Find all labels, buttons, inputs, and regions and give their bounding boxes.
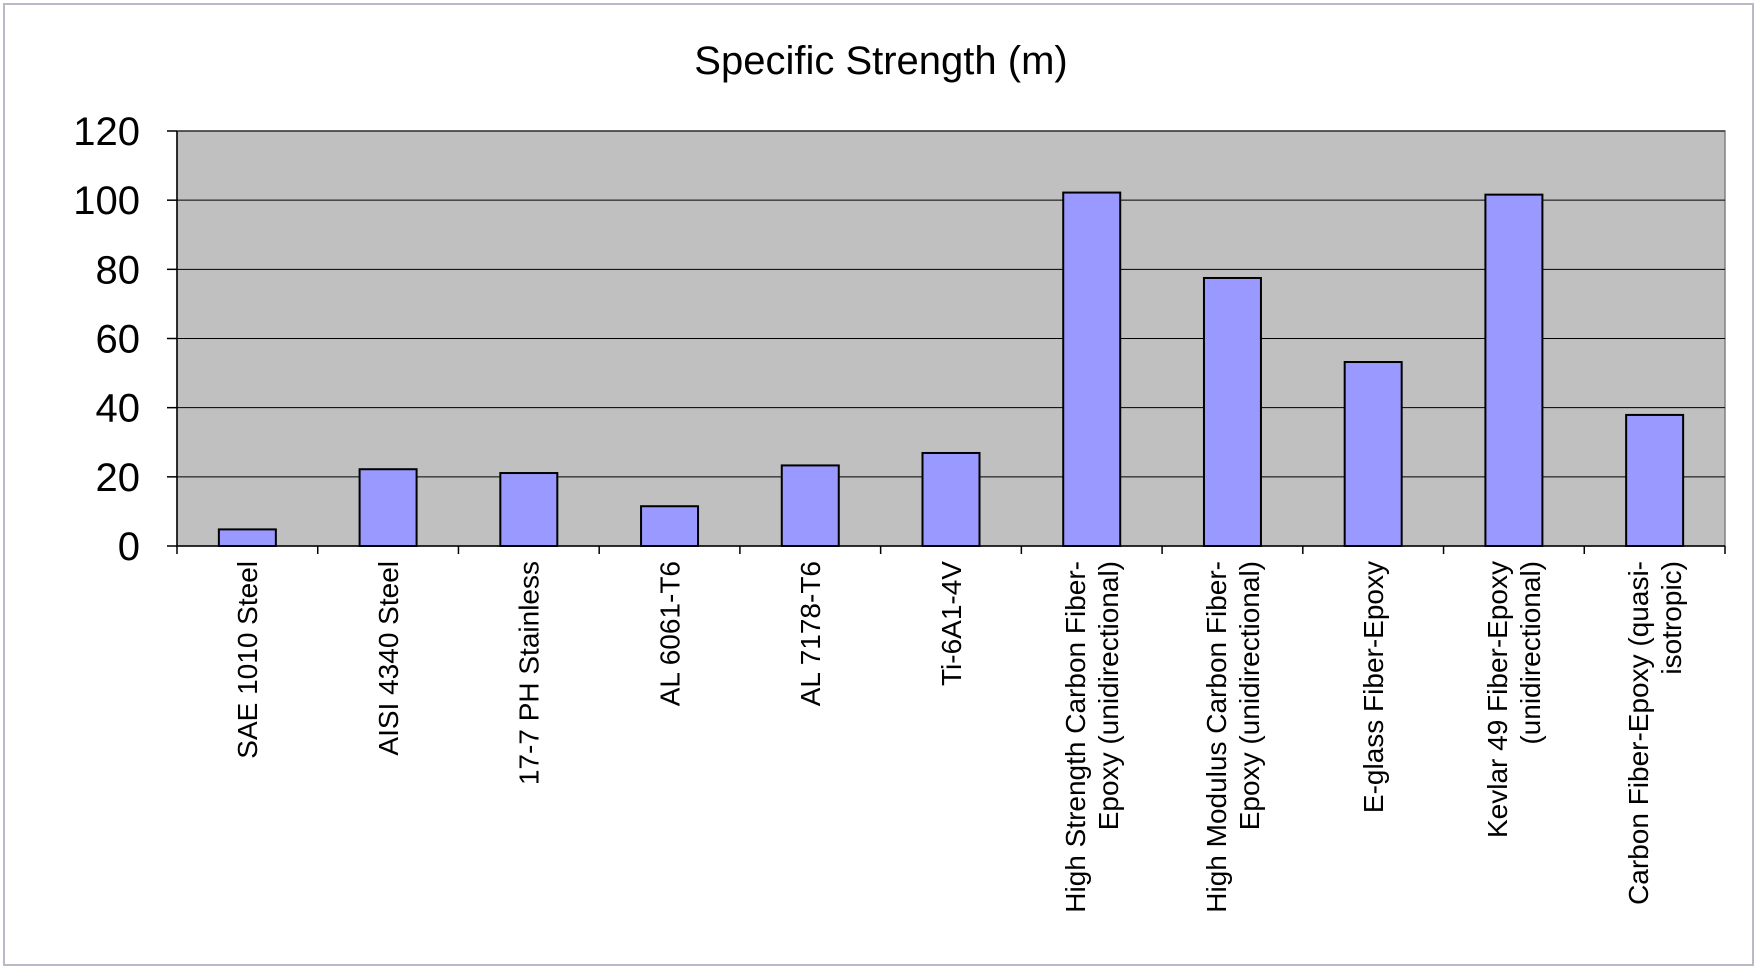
x-tick-label-line: isotropic) bbox=[1656, 561, 1687, 675]
x-tick-labels: SAE 1010 Steel AISI 4340 Steel 17-7 PH Sta… bbox=[232, 561, 1687, 913]
x-tick-label: Carbon Fiber-Epoxy (quasi-isotropic) bbox=[1623, 561, 1687, 905]
x-tick-label: Kevlar 49 Fiber-Epoxy (unidirectional) bbox=[1482, 561, 1546, 838]
bar bbox=[1484, 193, 1544, 547]
x-tick-label: E-glass Fiber-Epoxy bbox=[1358, 561, 1389, 813]
x-tick-label-line: SAE 1010 Steel bbox=[232, 561, 263, 759]
x-tick-label: Ti-6A1-4V bbox=[936, 561, 967, 686]
bar bbox=[1202, 276, 1262, 547]
x-tick-label-line: Carbon Fiber-Epoxy (quasi- bbox=[1623, 561, 1654, 905]
x-tick-label-line: AL 6061-T6 bbox=[654, 561, 685, 706]
y-tick-label: 0 bbox=[118, 525, 140, 569]
bar bbox=[640, 505, 700, 547]
x-tick-label: SAE 1010 Steel bbox=[232, 561, 263, 759]
bar bbox=[499, 472, 559, 548]
x-tick-label-line: High Modulus Carbon Fiber- bbox=[1201, 561, 1232, 913]
bar bbox=[358, 468, 418, 548]
x-tick-label-line: Kevlar 49 Fiber-Epoxy bbox=[1482, 561, 1513, 838]
x-tick-label: AL 6061-T6 bbox=[654, 561, 685, 706]
bar bbox=[1343, 361, 1403, 547]
x-tick-label-line: (unidirectional) bbox=[1515, 561, 1546, 745]
x-tick-label: High Strength Carbon Fiber- Epoxy (unidir… bbox=[1060, 561, 1124, 913]
axes bbox=[167, 130, 1726, 554]
x-tick-label-line: Epoxy (unidirectional) bbox=[1093, 561, 1124, 830]
y-tick-labels: 0 20 40 60 80 100 120 bbox=[73, 110, 140, 569]
bar bbox=[1625, 413, 1685, 547]
x-tick-label: AL 7178-T6 bbox=[795, 561, 826, 706]
x-tick-label-line: AISI 4340 Steel bbox=[373, 561, 404, 756]
x-tick-label-line: High Strength Carbon Fiber- bbox=[1060, 561, 1091, 913]
x-tick-label: AISI 4340 Steel bbox=[373, 561, 404, 756]
gridlines bbox=[177, 130, 1725, 478]
chart-title: Specific Strength (m) bbox=[694, 39, 1067, 83]
x-tick-label: High Modulus Carbon Fiber- Epoxy (unidire… bbox=[1201, 561, 1265, 913]
y-tick-label: 80 bbox=[96, 248, 141, 292]
x-tick-label-line: 17-7 PH Stainless bbox=[514, 561, 545, 785]
bar bbox=[1062, 191, 1122, 548]
x-tick-label-line: AL 7178-T6 bbox=[795, 561, 826, 706]
x-tick-label-line: Epoxy (unidirectional) bbox=[1234, 561, 1265, 830]
bar bbox=[921, 451, 981, 547]
x-tick-label: 17-7 PH Stainless bbox=[514, 561, 545, 785]
y-tick-label: 20 bbox=[96, 456, 141, 500]
bar bbox=[217, 528, 277, 548]
y-tick-label: 100 bbox=[73, 179, 140, 223]
bar bbox=[780, 464, 840, 548]
bars bbox=[217, 191, 1685, 548]
x-tick-label-line: E-glass Fiber-Epoxy bbox=[1358, 561, 1389, 813]
y-tick-label: 40 bbox=[96, 387, 141, 431]
y-tick-label: 60 bbox=[96, 318, 141, 362]
y-tick-label: 120 bbox=[73, 110, 140, 154]
x-tick-label-line: Ti-6A1-4V bbox=[936, 561, 967, 686]
